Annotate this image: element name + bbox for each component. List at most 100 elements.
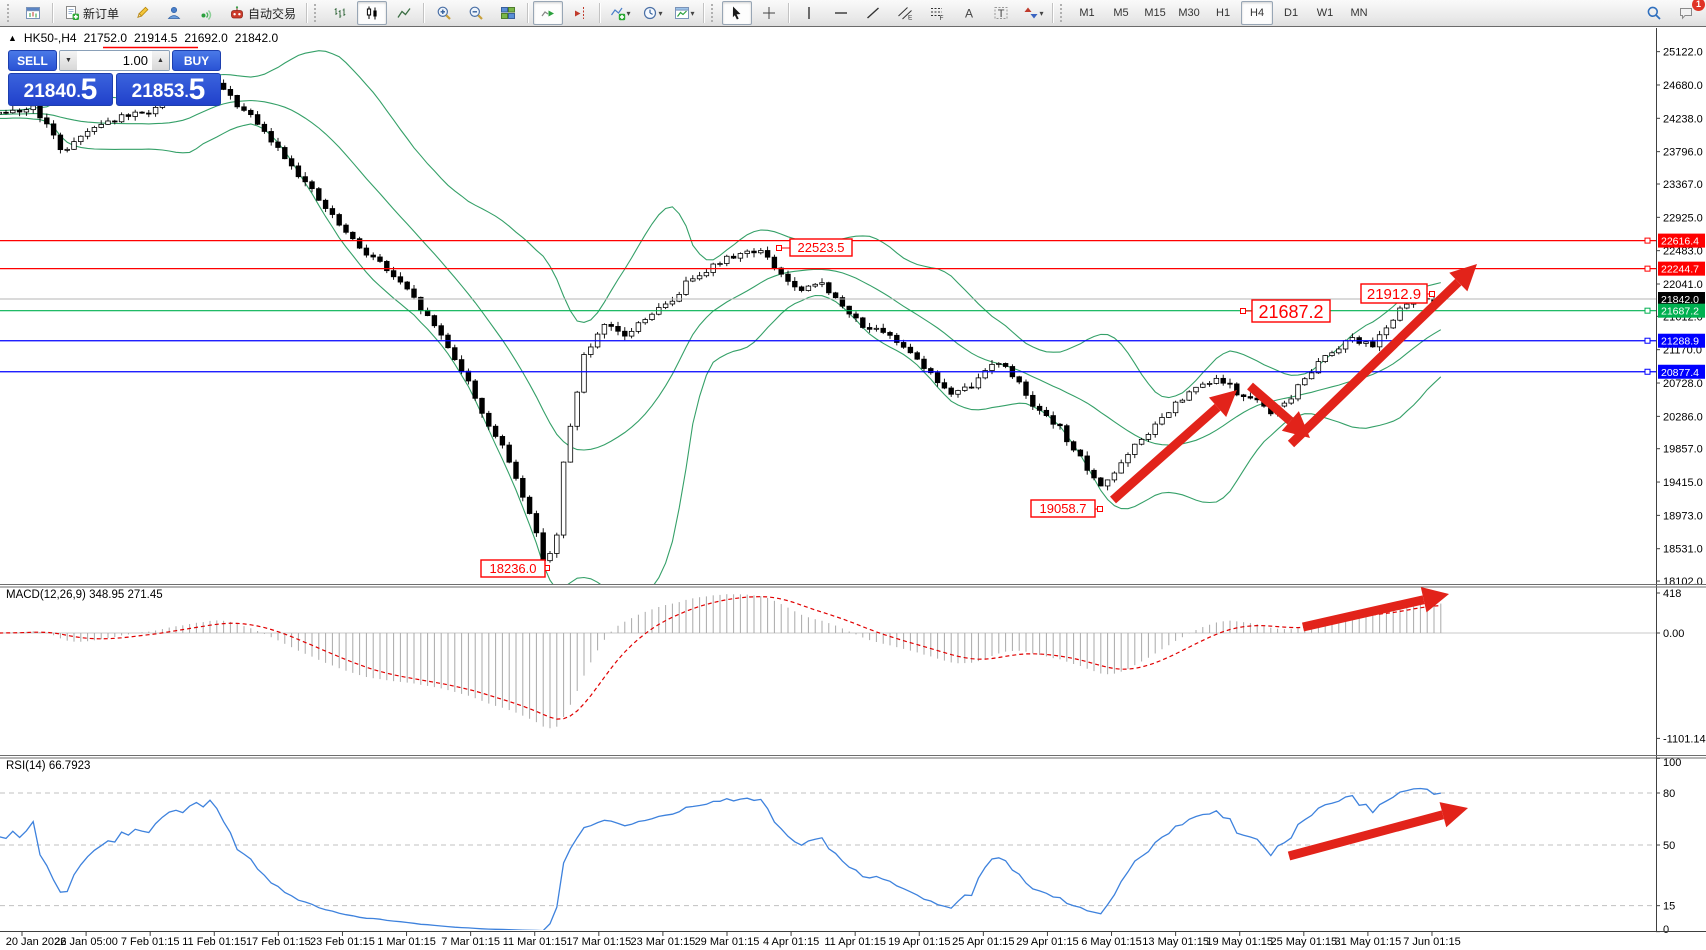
ohlc-open: 21752.0: [83, 31, 127, 45]
arrows-tool-button[interactable]: ▾: [1018, 1, 1048, 25]
svg-text:11 Apr 01:15: 11 Apr 01:15: [824, 936, 886, 948]
text-icon: A: [965, 7, 973, 21]
chat-icon: [1680, 8, 1692, 20]
volume-input[interactable]: [77, 51, 152, 70]
svg-text:21912.9: 21912.9: [1367, 286, 1421, 303]
timeframe-W1[interactable]: W1: [1316, 7, 1334, 19]
indicators-icon: [610, 7, 625, 21]
chart-shift-icon: [575, 7, 585, 19]
buy-price-display[interactable]: 21853. 5: [116, 73, 221, 106]
text-button[interactable]: A: [954, 1, 984, 25]
fibonacci-icon: F: [931, 8, 944, 21]
signal-icon: [201, 10, 212, 20]
timeframe-M1[interactable]: M1: [1079, 7, 1095, 19]
channel-button[interactable]: E: [890, 1, 920, 25]
svg-text:7 Mar 01:15: 7 Mar 01:15: [441, 936, 500, 948]
zoom-in-icon: [437, 6, 451, 20]
timeframe-M15[interactable]: M15: [1144, 7, 1166, 19]
toolbar-grip[interactable]: [1060, 4, 1067, 22]
toolbar-grip[interactable]: [314, 4, 321, 22]
zoom-out-button[interactable]: [461, 1, 491, 25]
svg-text:11 Feb 01:15: 11 Feb 01:15: [182, 936, 246, 948]
crosshair-button[interactable]: [754, 1, 784, 25]
text-label-icon: T: [994, 7, 1008, 20]
svg-text:18236.0: 18236.0: [490, 561, 537, 576]
svg-text:21687.2: 21687.2: [1661, 306, 1699, 318]
candlestick-chart-icon: [366, 6, 377, 20]
sell-price-display[interactable]: 21840. 5: [8, 73, 113, 106]
search-button[interactable]: [1639, 1, 1669, 25]
svg-text:18531.0: 18531.0: [1663, 544, 1703, 556]
rsi-label: RSI(14) 66.7923: [6, 760, 90, 772]
template-icon: [674, 7, 689, 19]
new-order-button[interactable]: 新订单: [58, 1, 125, 25]
bar-chart-button[interactable]: [325, 1, 355, 25]
macd-panel: MACD(12,26,9) 348.95 271.45 418 0.00 -1101.…: [0, 588, 1706, 745]
search-icon: [1647, 6, 1661, 20]
timeframe-MN[interactable]: MN: [1350, 7, 1368, 19]
svg-text:25 May 01:15: 25 May 01:15: [1270, 936, 1337, 948]
dropdown-caret: ▾: [690, 8, 695, 18]
trendline-button[interactable]: [858, 1, 888, 25]
templates-button[interactable]: ▾: [669, 1, 699, 25]
autotrading-label: 自动交易: [248, 6, 297, 21]
indicators-button[interactable]: ▾: [605, 1, 635, 25]
svg-text:22041.0: 22041.0: [1663, 279, 1703, 291]
vertical-line-button[interactable]: [794, 1, 824, 25]
chart-shift-button[interactable]: [565, 1, 595, 25]
toolbar-grip[interactable]: [711, 4, 718, 22]
trend-arrows[interactable]: [1110, 264, 1477, 861]
svg-text:23 Mar 01:15: 23 Mar 01:15: [630, 936, 695, 948]
notifications-button[interactable]: 1: [1671, 0, 1705, 25]
sell-button[interactable]: SELL: [8, 50, 57, 71]
timeframe-M5[interactable]: M5: [1113, 7, 1129, 19]
chart-window-button[interactable]: [18, 1, 48, 25]
volume-increase-button[interactable]: ▲: [152, 51, 169, 70]
svg-text:20728.0: 20728.0: [1663, 378, 1703, 390]
cursor-button[interactable]: [722, 1, 753, 25]
new-order-icon: [66, 6, 79, 20]
panel-separators[interactable]: [0, 584, 1706, 759]
line-chart-button[interactable]: [389, 1, 419, 25]
collapse-icon[interactable]: ▲: [8, 33, 17, 43]
level-lines[interactable]: [0, 237, 1656, 375]
svg-text:418: 418: [1663, 588, 1681, 600]
buy-button[interactable]: BUY: [172, 50, 221, 71]
dropdown-caret: ▾: [658, 8, 663, 18]
volume-decrease-button[interactable]: ▼: [60, 51, 77, 70]
timeframe-M30[interactable]: M30: [1178, 7, 1200, 19]
annotations[interactable]: 22523.5 21687.2 21912.9 19058.7 18236.0: [480, 238, 1435, 578]
tile-windows-button[interactable]: [493, 1, 523, 25]
autoscroll-button[interactable]: [533, 1, 564, 25]
ohlc-low: 21692.0: [184, 31, 228, 45]
timeframe-H4[interactable]: H4: [1241, 1, 1274, 25]
signals-button[interactable]: [191, 1, 221, 25]
profile-button[interactable]: [159, 1, 189, 25]
svg-text:22616.4: 22616.4: [1661, 236, 1699, 248]
macd-histogram: [5, 594, 1442, 729]
svg-text:29 Apr 01:15: 29 Apr 01:15: [1016, 936, 1078, 948]
svg-text:0: 0: [1663, 924, 1669, 936]
metaeditor-button[interactable]: [127, 1, 157, 25]
candlestick-chart-button[interactable]: [357, 1, 388, 25]
svg-text:6 May 01:15: 6 May 01:15: [1081, 936, 1142, 948]
buy-price-frac: 5: [188, 73, 206, 106]
text-label-button[interactable]: T: [986, 1, 1016, 25]
dropdown-caret: ▾: [1039, 8, 1044, 18]
svg-text:17 Feb 01:15: 17 Feb 01:15: [246, 936, 311, 948]
timeframe-H1[interactable]: H1: [1216, 7, 1231, 19]
svg-text:29 Mar 01:15: 29 Mar 01:15: [695, 936, 760, 948]
zoom-in-button[interactable]: [429, 1, 459, 25]
main-toolbar: 新订单 自动交易: [0, 0, 1706, 27]
horizontal-line-button[interactable]: [826, 1, 856, 25]
timeframe-D1[interactable]: D1: [1284, 7, 1299, 19]
timeframe-group: M1 M5 M15 M30 H1 H4 D1 W1 MN: [1070, 1, 1376, 25]
fibonacci-button[interactable]: F: [922, 1, 952, 25]
periods-button[interactable]: ▾: [637, 1, 667, 25]
toolbar-grip[interactable]: [7, 4, 14, 22]
autotrading-button[interactable]: 自动交易: [223, 1, 302, 25]
svg-text:100: 100: [1663, 757, 1681, 769]
svg-text:F: F: [940, 15, 944, 21]
zoom-out-icon: [469, 6, 483, 20]
